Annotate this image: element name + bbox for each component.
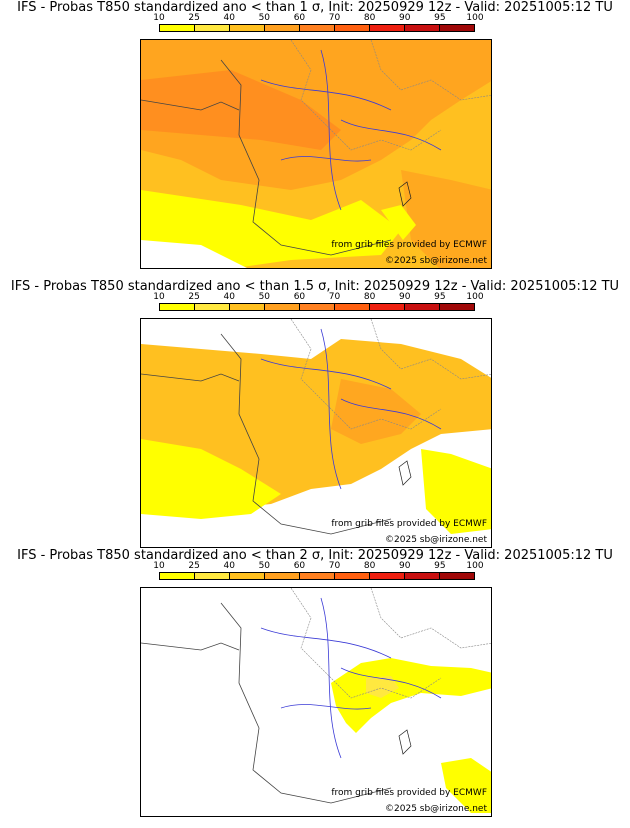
colorbar-swatch (370, 304, 405, 310)
tick-label: 40 (223, 292, 235, 302)
colorbar-swatch (440, 25, 474, 31)
colorbar-swatch (160, 304, 195, 310)
colorbar-swatch (370, 573, 405, 579)
tick-label: 10 (153, 561, 165, 571)
tick-label: 70 (328, 13, 341, 23)
tick-label: 70 (328, 292, 341, 302)
colorbar-swatch (335, 304, 370, 310)
colorbar-swatch (230, 304, 265, 310)
coastline (220, 59, 392, 256)
tick-label: 50 (258, 292, 271, 302)
colorbar-swatch (440, 573, 474, 579)
tick-label: 80 (363, 13, 376, 23)
colorbar-ticks: 10 25 40 50 60 70 80 90 95 100 (153, 561, 483, 572)
tick-label: 100 (466, 561, 484, 571)
panel-1sigma: IFS - Probas T850 standardized ano < tha… (0, 0, 630, 276)
colorbar (159, 303, 475, 311)
tick-label: 90 (399, 561, 411, 571)
colorbar-swatch (195, 573, 230, 579)
tick-label: 10 (153, 292, 165, 302)
tick-label: 100 (466, 13, 484, 23)
panel-2sigma: IFS - Probas T850 standardized ano < tha… (0, 548, 630, 828)
tick-label: 40 (223, 561, 235, 571)
tick-label: 25 (188, 13, 200, 23)
tick-label: 70 (328, 561, 341, 571)
river (320, 328, 342, 490)
colorbar-swatch (370, 25, 405, 31)
tick-label: 90 (399, 13, 411, 23)
map-canvas (141, 40, 491, 268)
colorbar-swatch (160, 573, 195, 579)
corsica (398, 460, 412, 486)
probability-map: from grib files provided by ECMWF ©2025 … (140, 318, 492, 548)
tick-label: 25 (188, 292, 200, 302)
colorbar-swatch (300, 25, 335, 31)
tick-label: 40 (223, 13, 235, 23)
colorbar-swatch (440, 304, 474, 310)
tick-label: 95 (434, 13, 446, 23)
colorbar-swatch (230, 573, 265, 579)
colorbar-swatch (300, 573, 335, 579)
borders (290, 319, 442, 430)
coastline (220, 333, 392, 535)
prob-field-high (331, 379, 421, 444)
colorbar (159, 572, 475, 580)
tick-label: 80 (363, 561, 376, 571)
colorbar-swatch (405, 573, 440, 579)
probability-map: from grib files provided by ECMWF ©2025 … (140, 39, 492, 269)
tick-label: 80 (363, 292, 376, 302)
colorbar-ticks: 10 25 40 50 60 70 80 90 95 100 (153, 292, 483, 303)
credit-source: from grib files provided by ECMWF (331, 788, 487, 798)
colorbar-swatch (160, 25, 195, 31)
river (320, 49, 342, 211)
borders (290, 40, 442, 151)
colorbar-swatch (195, 25, 230, 31)
colorbar-swatch (265, 573, 300, 579)
corsica (398, 729, 412, 755)
panel-title: IFS - Probas T850 standardized ano < tha… (10, 279, 620, 294)
tick-label: 60 (293, 13, 306, 23)
borders (290, 588, 442, 699)
colorbar-swatch (335, 25, 370, 31)
colorbar-swatch (405, 304, 440, 310)
panel-1-5sigma: IFS - Probas T850 standardized ano < tha… (0, 279, 630, 549)
tick-label: 10 (153, 13, 165, 23)
colorbar-swatch (230, 25, 265, 31)
credit-copyright: ©2025 sb@irizone.net (385, 804, 487, 814)
tick-label: 60 (293, 561, 306, 571)
colorbar-swatch (265, 304, 300, 310)
colorbar-swatch (335, 573, 370, 579)
tick-label: 50 (258, 13, 271, 23)
prob-field-low (141, 439, 281, 519)
map-canvas (141, 588, 491, 816)
panel-title: IFS - Probas T850 standardized ano < tha… (17, 0, 613, 15)
map-canvas (141, 319, 491, 547)
colorbar-swatch (405, 25, 440, 31)
coastline (220, 602, 392, 804)
panel-title: IFS - Probas T850 standardized ano < tha… (17, 548, 613, 563)
prob-field-max (141, 70, 341, 150)
corsica (398, 181, 412, 207)
tick-label: 25 (188, 561, 200, 571)
tick-label: 60 (293, 292, 306, 302)
tick-label: 90 (399, 292, 411, 302)
tick-label: 50 (258, 561, 271, 571)
tick-label: 95 (434, 292, 446, 302)
probability-map: from grib files provided by ECMWF ©2025 … (140, 587, 492, 817)
colorbar-swatch (265, 25, 300, 31)
colorbar-swatch (300, 304, 335, 310)
tick-label: 100 (466, 292, 484, 302)
credit-source: from grib files provided by ECMWF (331, 519, 487, 529)
colorbar (159, 24, 475, 32)
credit-copyright: ©2025 sb@irizone.net (385, 256, 487, 266)
tick-label: 95 (434, 561, 446, 571)
river (320, 597, 342, 759)
credit-source: from grib files provided by ECMWF (331, 240, 487, 250)
colorbar-swatch (195, 304, 230, 310)
colorbar-ticks: 10 25 40 50 60 70 80 90 95 100 (153, 13, 483, 24)
credit-copyright: ©2025 sb@irizone.net (385, 535, 487, 545)
